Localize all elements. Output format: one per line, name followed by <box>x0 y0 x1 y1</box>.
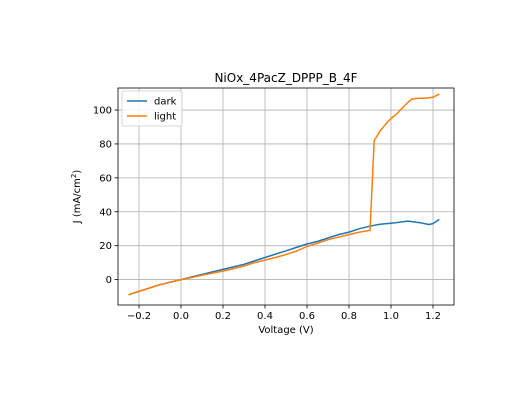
y-tick-label: 80 <box>99 139 112 150</box>
y-tick-label: 100 <box>93 106 112 117</box>
x-tick-label: 1.2 <box>425 311 441 322</box>
x-tick-label: 1.0 <box>383 311 399 322</box>
x-axis-ticks: −0.2 0.0 0.2 0.4 0.6 0.8 1.0 1.2 <box>127 305 441 322</box>
x-tick-label: −0.2 <box>127 311 151 322</box>
grid <box>118 88 454 305</box>
chart-title: NiOx_4PacZ_DPPP_B_4F <box>214 71 357 85</box>
y-axis-title-superscript: 2 <box>70 174 78 178</box>
y-axis-ticks: 0 20 40 60 80 100 <box>93 106 118 286</box>
y-axis-title-close: ) <box>72 170 83 174</box>
y-tick-label: 40 <box>99 207 112 218</box>
series-layer <box>128 93 440 296</box>
x-tick-label: 0.2 <box>215 311 231 322</box>
x-tick-label: 0.8 <box>341 311 357 322</box>
x-tick-label: 0.6 <box>299 311 315 322</box>
x-tick-label: 0.0 <box>173 311 189 322</box>
y-axis-title: J (mA/cm2) <box>70 170 83 225</box>
y-tick-label: 60 <box>99 173 112 184</box>
legend: dark light <box>121 90 183 127</box>
x-axis-title: Voltage (V) <box>258 325 313 336</box>
y-tick-label: 20 <box>99 241 112 252</box>
series-line-light <box>128 93 440 296</box>
y-axis-title-main: J (mA/cm <box>72 178 83 224</box>
plot-frame <box>117 87 455 306</box>
legend-label-light: light <box>154 112 176 123</box>
x-tick-label: 0.4 <box>257 311 273 322</box>
legend-box <box>121 90 183 127</box>
legend-label-dark: dark <box>154 97 177 108</box>
y-tick-label: 0 <box>106 275 112 286</box>
